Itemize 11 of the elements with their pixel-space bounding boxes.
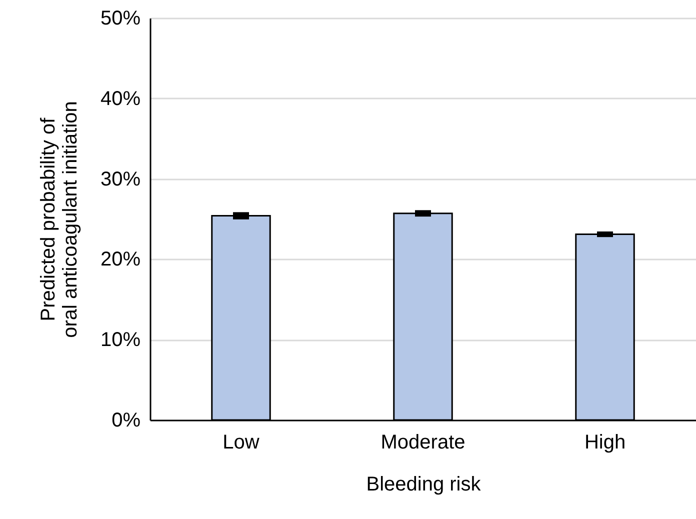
x-tick-label: High [584,432,626,454]
x-tick-label: Low [222,432,260,454]
y-tick-label: 0% [112,410,141,432]
y-tick-label: 50% [100,8,141,30]
y-tick-label: 10% [100,329,141,352]
x-axis-title: Bleeding risk [366,474,482,496]
y-tick-label: 40% [100,88,141,110]
x-tick-label: Moderate [380,432,466,454]
y-tick-label: 20% [100,248,141,271]
y-axis-title: Predicted probability of oral anticoagulant initiation [37,101,82,338]
y-tick-label: 30% [100,168,141,190]
